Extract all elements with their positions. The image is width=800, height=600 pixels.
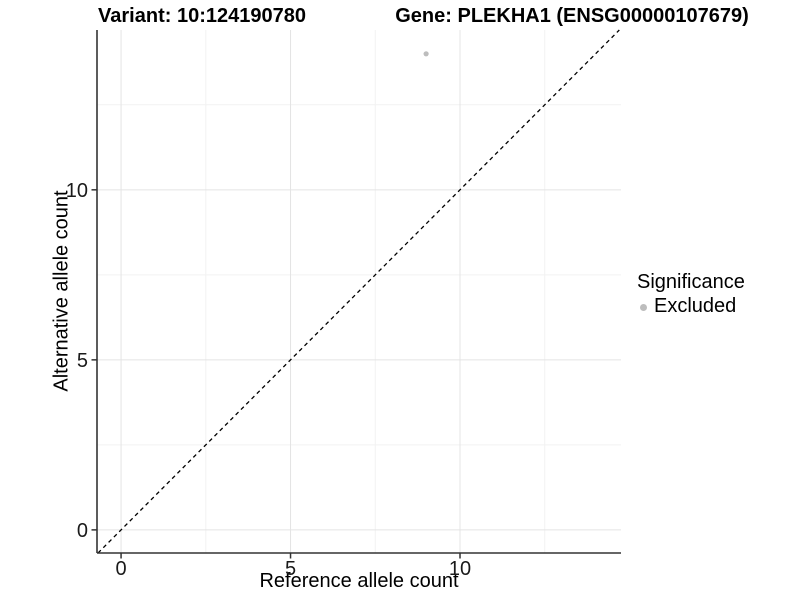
- x-tick-label: 0: [116, 558, 127, 580]
- legend-item-label: Excluded: [654, 295, 737, 317]
- plot-panel: 0 5 10 0 5 10: [66, 29, 621, 580]
- legend: Significance Excluded: [637, 271, 745, 318]
- y-tick-label: 0: [77, 520, 88, 542]
- plot-title-variant: Variant: 10:124190780: [98, 5, 306, 27]
- y-tick-label: 5: [77, 350, 88, 372]
- x-axis-label: Reference allele count: [259, 570, 459, 592]
- data-point: [423, 51, 429, 57]
- legend-title: Significance: [637, 271, 745, 293]
- excluded-point-icon: [640, 304, 647, 311]
- x-tick-label: 10: [449, 558, 471, 580]
- plot-title-gene: Gene: PLEKHA1 (ENSG00000107679): [395, 5, 749, 27]
- legend-item-excluded: Excluded: [637, 295, 745, 318]
- x-tick-label: 5: [285, 558, 296, 580]
- plot-canvas: 0 5 10 0 5 10: [66, 29, 621, 580]
- identity-line: [97, 29, 620, 554]
- y-axis-label: Alternative allele count: [50, 190, 73, 392]
- y-tick-label: 10: [66, 180, 88, 202]
